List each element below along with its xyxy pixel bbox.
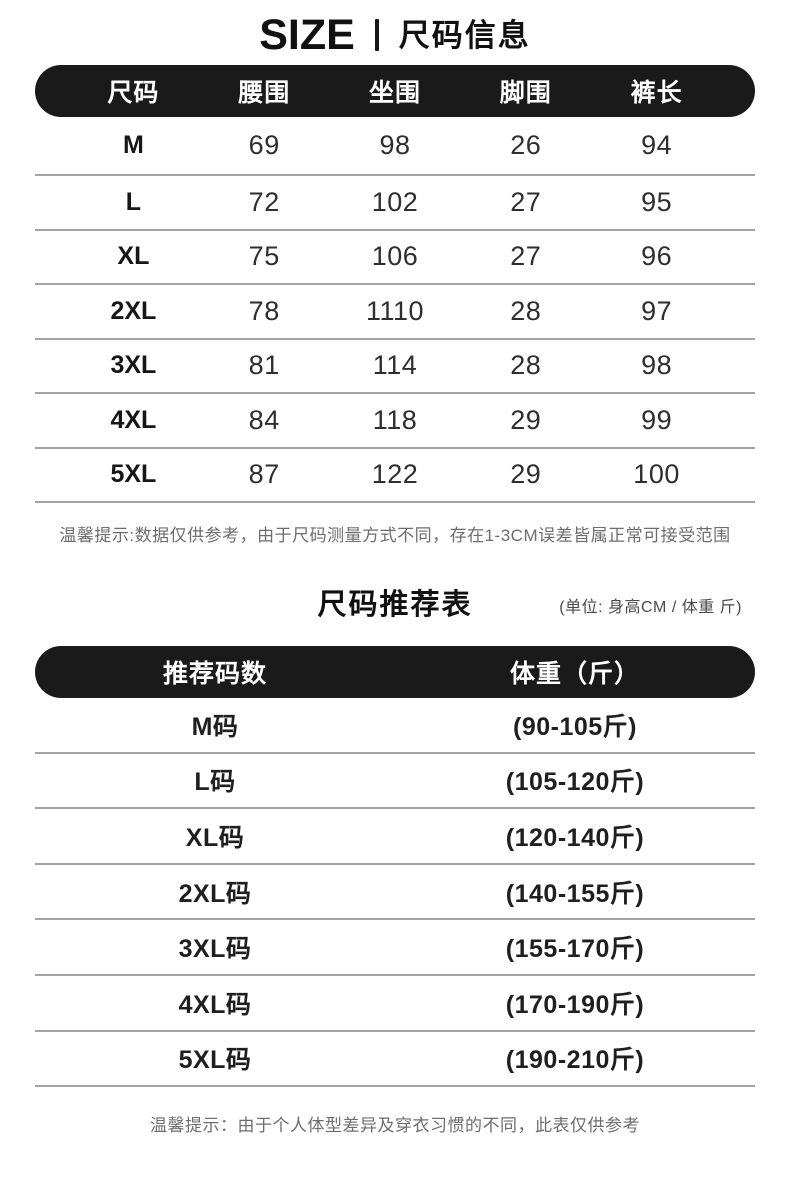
table-cell: 27 bbox=[510, 241, 542, 272]
table-cell: 102 bbox=[371, 186, 419, 217]
table-cell: 4XL bbox=[110, 405, 157, 434]
table-cell: 26 bbox=[510, 130, 542, 160]
table-cell: M码 bbox=[191, 712, 239, 741]
table-cell: 87 bbox=[248, 459, 280, 490]
table-cell: 99 bbox=[641, 404, 673, 435]
table-cell: 2XL码 bbox=[178, 879, 252, 908]
recommend-table-header: 推荐码数 体重（斤） bbox=[35, 646, 755, 698]
title-divider bbox=[374, 19, 379, 51]
table-cell: XL码 bbox=[185, 823, 245, 852]
table-cell: L码 bbox=[194, 768, 236, 797]
table-cell: (170-190斤) bbox=[505, 990, 645, 1019]
table-cell: L bbox=[125, 187, 142, 216]
table-cell: XL bbox=[117, 242, 150, 271]
recommend-unit-note: (单位: 身高CM / 体重 斤) bbox=[559, 599, 742, 616]
size-table-body: M 69 98 26 94 L 72 102 27 95 XL 75 106 27 96 2XL 78 1110 2… bbox=[35, 117, 755, 503]
table-cell: 95 bbox=[641, 186, 673, 217]
size-table-header-cell: 脚围 bbox=[499, 79, 552, 107]
table-cell: (155-170斤) bbox=[505, 935, 645, 964]
table-cell: 96 bbox=[641, 241, 673, 272]
table-cell: 98 bbox=[379, 130, 411, 160]
table-cell: 1110 bbox=[365, 295, 425, 326]
table-row: 4XL码 (170-190斤) bbox=[35, 976, 755, 1032]
recommend-table-body: M码 (90-105斤) L码 (105-120斤) XL码 (120-140斤) 2XL码… bbox=[35, 698, 755, 1088]
table-cell: (90-105斤) bbox=[513, 712, 637, 741]
recommend-title-row: 尺码推荐表 (单位: 身高CM / 体重 斤) bbox=[0, 582, 790, 628]
table-cell: 4XL码 bbox=[178, 990, 252, 1019]
table-cell: 29 bbox=[510, 404, 542, 435]
table-row: 2XL 78 1110 28 97 bbox=[35, 285, 755, 340]
table-cell: 75 bbox=[248, 241, 280, 272]
table-cell: (105-120斤) bbox=[505, 768, 645, 797]
table-cell: 81 bbox=[248, 350, 280, 381]
table-row: XL 75 106 27 96 bbox=[35, 231, 755, 285]
page-title: SIZE 尺码信息 bbox=[0, 0, 790, 56]
table-cell: 94 bbox=[641, 130, 673, 160]
table-row: 4XL 84 118 29 99 bbox=[35, 394, 755, 449]
size-recommend-section: 尺码推荐表 (单位: 身高CM / 体重 斤) 推荐码数 体重（斤） M码 (90… bbox=[0, 582, 790, 1136]
recommend-table-note: 温馨提示：由于个人体型差异及穿衣习惯的不同，此表仅供参考 bbox=[150, 1116, 640, 1136]
table-row: M 69 98 26 94 bbox=[35, 117, 755, 176]
table-row: 5XL 87 122 29 100 bbox=[35, 449, 755, 503]
table-row: 3XL码 (155-170斤) bbox=[35, 920, 755, 976]
size-spec-section: 尺码 腰围 坐围 脚围 裤长 M 69 98 26 94 L 72 102 27 95 XL 75 10… bbox=[0, 65, 790, 546]
table-row: 2XL码 (140-155斤) bbox=[35, 865, 755, 921]
table-cell: 3XL码 bbox=[178, 935, 252, 964]
table-cell: 98 bbox=[641, 350, 673, 381]
table-row: M码 (90-105斤) bbox=[35, 698, 755, 754]
table-cell: 106 bbox=[371, 241, 419, 272]
recommend-table-header-cell: 推荐码数 bbox=[162, 660, 267, 688]
table-cell: 28 bbox=[510, 350, 542, 381]
size-table-header-cell: 裤长 bbox=[630, 79, 683, 107]
table-cell: (120-140斤) bbox=[505, 823, 645, 852]
table-cell: M bbox=[122, 131, 144, 159]
table-cell: 114 bbox=[372, 350, 418, 381]
table-cell: 97 bbox=[641, 295, 673, 326]
table-cell: 118 bbox=[372, 404, 418, 435]
table-cell: 72 bbox=[248, 186, 280, 217]
table-row: 5XL码 (190-210斤) bbox=[35, 1032, 755, 1088]
table-row: XL码 (120-140斤) bbox=[35, 809, 755, 865]
size-table-header-cell: 坐围 bbox=[368, 79, 421, 107]
table-cell: (190-210斤) bbox=[505, 1046, 645, 1075]
table-cell: 5XL码 bbox=[178, 1046, 252, 1075]
table-cell: 100 bbox=[633, 459, 680, 490]
table-cell: 78 bbox=[248, 295, 280, 326]
title-chinese-text: 尺码信息 bbox=[398, 17, 531, 53]
table-row: 3XL 81 114 28 98 bbox=[35, 340, 755, 394]
size-table-note: 温馨提示:数据仅供参考，由于尺码测量方式不同，存在1-3CM误差皆属正常可接受范… bbox=[59, 526, 731, 545]
table-cell: 27 bbox=[510, 186, 542, 217]
table-cell: 5XL bbox=[110, 460, 157, 489]
table-cell: (140-155斤) bbox=[505, 879, 645, 908]
table-row: L 72 102 27 95 bbox=[35, 176, 755, 231]
table-cell: 122 bbox=[371, 459, 419, 490]
recommend-table-header-cell: 体重（斤） bbox=[509, 660, 640, 688]
size-table-header: 尺码 腰围 坐围 脚围 裤长 bbox=[35, 65, 755, 117]
table-cell: 3XL bbox=[110, 351, 157, 380]
size-table-header-cell: 尺码 bbox=[107, 79, 160, 107]
table-cell: 69 bbox=[248, 130, 280, 160]
title-size-text: SIZE bbox=[259, 10, 355, 59]
table-cell: 84 bbox=[248, 404, 280, 435]
table-cell: 28 bbox=[510, 295, 542, 326]
table-cell: 2XL bbox=[110, 296, 157, 325]
recommend-table-title: 尺码推荐表 bbox=[317, 589, 473, 621]
size-table-header-cell: 腰围 bbox=[238, 79, 291, 107]
table-cell: 29 bbox=[510, 459, 542, 490]
table-row: L码 (105-120斤) bbox=[35, 754, 755, 810]
